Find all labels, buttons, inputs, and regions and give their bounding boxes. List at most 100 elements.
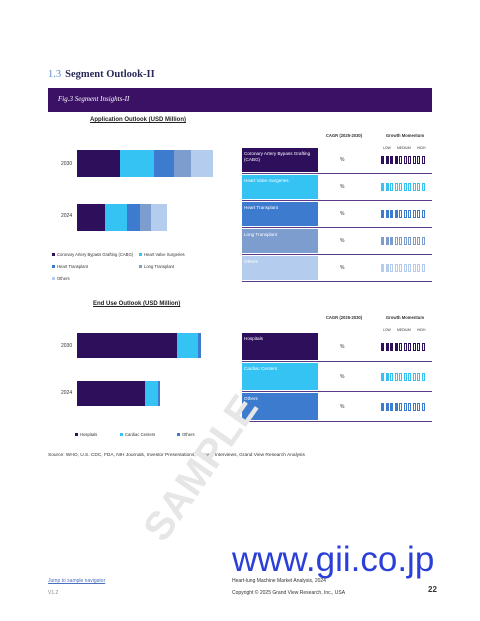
legend-swatch bbox=[52, 253, 55, 257]
application-cagr-value: % bbox=[340, 238, 345, 244]
application-category-2024: 2024 bbox=[61, 213, 73, 219]
momentum-tick bbox=[394, 402, 398, 411]
momentum-tick bbox=[399, 183, 402, 191]
enduse-cagr-value: % bbox=[340, 403, 345, 410]
copyright: Copyright © 2025 Grand View Research, In… bbox=[232, 590, 346, 596]
momentum-medium: MEDIUM bbox=[397, 146, 411, 150]
enduse-segment-row: Others bbox=[242, 393, 318, 420]
row-separator bbox=[242, 227, 432, 228]
momentum-tick bbox=[412, 183, 416, 191]
watermark: SAMPLE bbox=[135, 387, 267, 550]
enduse-segment-label: Cardiac Centers bbox=[244, 366, 278, 371]
momentum-tick bbox=[385, 156, 389, 164]
momentum-tick bbox=[399, 402, 402, 411]
momentum-tick bbox=[385, 210, 389, 218]
application-segment-label: Long Transplant bbox=[244, 232, 277, 237]
momentum-tick bbox=[399, 342, 402, 351]
momentum-tick bbox=[399, 210, 402, 218]
enduse-segment-row: Cardiac Centers bbox=[242, 363, 318, 390]
section-number: 1.3 bbox=[48, 69, 62, 80]
momentum-tick bbox=[381, 210, 384, 218]
bar-segment-2030-4 bbox=[191, 150, 213, 177]
momentum-low: LOW bbox=[383, 328, 391, 332]
momentum-tick bbox=[417, 372, 420, 381]
sample-navigator-link[interactable]: Jump to sample navigator bbox=[48, 578, 106, 584]
momentum-tick bbox=[412, 237, 416, 245]
section-title: Segment Outlook-II bbox=[65, 69, 155, 80]
momentum-tick bbox=[390, 342, 393, 351]
momentum-tick bbox=[394, 210, 398, 218]
momentum-tick bbox=[390, 210, 393, 218]
momentum-tick bbox=[408, 372, 411, 381]
legend-label: Heart Valve Surgeries bbox=[144, 252, 185, 257]
legend-item-long-transplant: Long Transplant bbox=[139, 264, 174, 269]
momentum-tick bbox=[381, 264, 384, 272]
figure-title: Fig.3 Segment Insights-II bbox=[58, 95, 130, 103]
bar-segment-2030-2 bbox=[154, 150, 174, 177]
momentum-tick bbox=[385, 237, 389, 245]
row-separator bbox=[242, 361, 432, 362]
legend-label: Others bbox=[182, 432, 195, 437]
application-chart-title: Application Outlook (USD Million) bbox=[90, 117, 186, 123]
momentum-medium: MEDIUM bbox=[397, 328, 411, 332]
legend-label: Coronary Artery Bypass Grafting (CABG) bbox=[57, 252, 134, 257]
enduse-category-2024: 2024 bbox=[61, 390, 73, 396]
momentum-tick bbox=[390, 264, 393, 272]
row-separator bbox=[242, 200, 432, 201]
source-note: Source: WHO, U.S. CDC, FDA, NIH Journals… bbox=[48, 453, 305, 458]
momentum-tick bbox=[385, 183, 389, 191]
application-segment-label: Others bbox=[244, 259, 258, 264]
row-separator bbox=[242, 254, 432, 255]
enduse-momentum-header: Growth Momentum bbox=[385, 315, 425, 320]
momentum-tick bbox=[412, 264, 416, 272]
momentum-tick bbox=[390, 372, 393, 381]
bar-segment-2030-2 bbox=[198, 333, 201, 358]
application-segment-row: Heart Transplant bbox=[242, 202, 318, 226]
momentum-tick bbox=[394, 183, 398, 191]
momentum-tick bbox=[403, 264, 407, 272]
momentum-tick bbox=[408, 402, 411, 411]
momentum-tick bbox=[403, 372, 407, 381]
row-separator bbox=[242, 281, 432, 282]
bar-segment-2024-0 bbox=[77, 204, 105, 231]
bar-segment-2030-1 bbox=[120, 150, 154, 177]
bar-segment-2030-0 bbox=[77, 150, 120, 177]
bar-segment-2024-1 bbox=[105, 204, 127, 231]
application-cagr-header: CAGR (2025-2030) bbox=[325, 133, 363, 138]
momentum-tick bbox=[399, 237, 402, 245]
momentum-tick bbox=[417, 342, 420, 351]
legend-item-others: Others bbox=[52, 276, 70, 281]
momentum-tick bbox=[381, 183, 384, 191]
bar-segment-2024-2 bbox=[127, 204, 140, 231]
enduse-category-2030: 2030 bbox=[61, 343, 73, 349]
legend-swatch bbox=[52, 265, 55, 269]
version-label: V1.2 bbox=[48, 590, 59, 596]
momentum-tick bbox=[399, 264, 402, 272]
momentum-tick bbox=[417, 156, 420, 164]
momentum-tick bbox=[385, 342, 389, 351]
momentum-tick bbox=[417, 237, 420, 245]
momentum-tick bbox=[403, 210, 407, 218]
momentum-high: HIGH bbox=[417, 146, 426, 150]
application-segment-label: Heart Valve Surgeries bbox=[244, 178, 289, 183]
enduse-segment-label: Others bbox=[244, 396, 258, 401]
momentum-tick bbox=[394, 372, 398, 381]
application-segment-row: Heart Valve Surgeries bbox=[242, 175, 318, 199]
momentum-tick bbox=[390, 156, 393, 164]
bar-segment-2030-1 bbox=[177, 333, 198, 358]
momentum-tick bbox=[412, 372, 416, 381]
momentum-tick bbox=[385, 372, 389, 381]
application-cagr-value: % bbox=[340, 157, 345, 163]
momentum-tick bbox=[421, 372, 425, 381]
momentum-tick bbox=[385, 264, 389, 272]
section-heading: 1.3 Segment Outlook-II bbox=[48, 69, 155, 80]
momentum-tick bbox=[412, 210, 416, 218]
momentum-tick bbox=[381, 342, 384, 351]
momentum-tick bbox=[394, 237, 398, 245]
momentum-tick bbox=[381, 402, 384, 411]
momentum-tick bbox=[385, 402, 389, 411]
momentum-tick bbox=[417, 210, 420, 218]
momentum-tick bbox=[408, 237, 411, 245]
bar-segment-2030-0 bbox=[77, 333, 177, 358]
row-separator bbox=[242, 421, 432, 422]
